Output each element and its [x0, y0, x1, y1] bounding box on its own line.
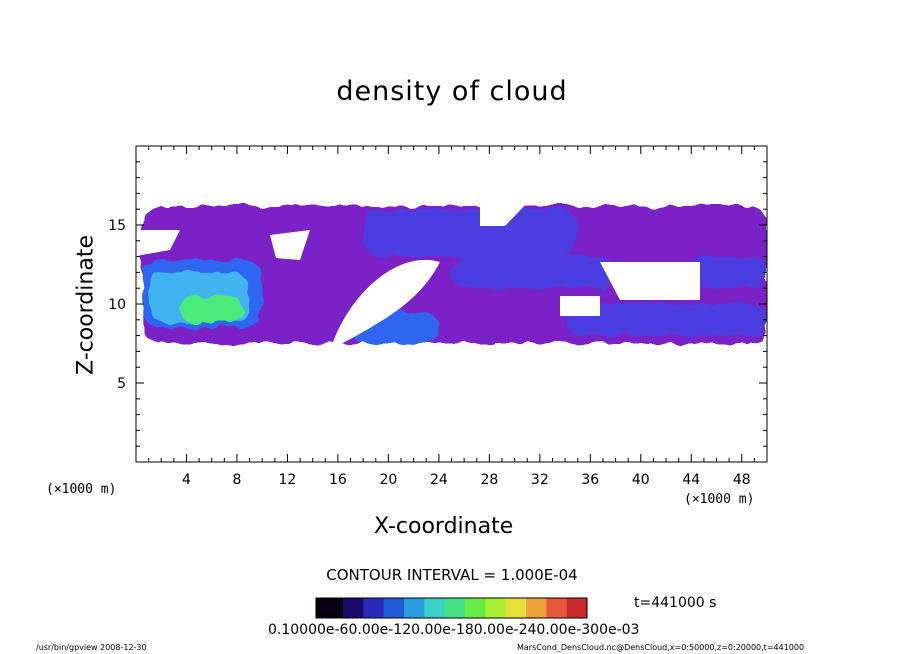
colorbar-cell: [356, 598, 364, 618]
x-tick-label: 36: [581, 472, 599, 488]
colorbar-cell: [471, 598, 480, 618]
colorbar-cell: [559, 598, 568, 618]
colorbar-labels: 0.10000e-60.00e-120.00e-180.00e-240.00e-…: [268, 622, 640, 638]
footer-left-text: /usr/bin/gpview 2008-12-30: [36, 643, 147, 652]
colorbar-cell: [383, 598, 392, 618]
y-tick-label: 10: [108, 297, 126, 313]
cloud-region-low: [565, 304, 767, 336]
colorbar-cell: [390, 598, 398, 618]
colorbar-cell: [512, 598, 520, 618]
colorbar-cell: [363, 598, 371, 618]
colorbar-cell: [573, 598, 581, 618]
colorbar-cell: [580, 598, 588, 618]
clear-gap: [136, 230, 180, 256]
colorbar-cell: [316, 598, 324, 618]
colorbar-cell: [424, 598, 432, 618]
time-label: t=441000 s: [634, 595, 717, 611]
colorbar-cell: [343, 598, 351, 618]
contour-interval-label: CONTOUR INTERVAL = 1.000E-04: [326, 566, 578, 584]
clear-gap: [270, 230, 310, 260]
colorbar-cell: [566, 598, 574, 618]
colorbar-cell: [465, 598, 473, 618]
cloud-region-low: [363, 209, 578, 257]
colorbar-cell: [539, 598, 547, 618]
colorbar-cell: [349, 598, 358, 618]
x-tick-label: 48: [733, 472, 751, 488]
colorbar-cell: [417, 598, 425, 618]
colorbar-cell: [492, 598, 500, 618]
colorbar: [315, 597, 588, 619]
colorbar-cell: [329, 598, 337, 618]
x-tick-label: 8: [232, 472, 241, 488]
colorbar-cell: [526, 598, 534, 618]
colorbar-cell: [397, 598, 405, 618]
colorbar-cell: [376, 598, 385, 618]
x-tick-label: 4: [182, 472, 191, 488]
colorbar-frame: [315, 597, 588, 619]
clear-gap: [330, 259, 440, 350]
x-tick-label: 16: [329, 472, 347, 488]
colorbar-cell: [410, 598, 419, 618]
cloud-region-low: [691, 256, 767, 289]
x-tick-label: 40: [632, 472, 650, 488]
colorbar-cell: [322, 598, 331, 618]
colorbar-cell: [404, 598, 412, 618]
clear-gap: [600, 262, 700, 300]
colorbar-cell: [519, 598, 527, 618]
x-unit-label-left: (×1000 m): [46, 482, 117, 497]
y-tick-label: 15: [108, 218, 126, 234]
colorbar-cell: [458, 598, 466, 618]
colorbar-cell: [546, 598, 554, 618]
colorbar-cell: [444, 598, 452, 618]
x-tick-label: 32: [531, 472, 549, 488]
clear-gap: [560, 296, 600, 316]
axis-ticks: [136, 146, 767, 462]
cloud-region-peak: [180, 296, 244, 323]
x-unit-label-right: (×1000 m): [684, 492, 755, 507]
colorbar-cell: [553, 598, 561, 618]
x-tick-label: 20: [379, 472, 397, 488]
colorbar-cell: [478, 598, 486, 618]
colorbar-cell: [370, 598, 378, 618]
x-tick-label: 28: [480, 472, 498, 488]
colorbar-cell: [498, 598, 507, 618]
colorbar-cell: [505, 598, 513, 618]
footer-right-text: MarsCond_DensCloud.nc@DensCloud,x=0:5000…: [517, 643, 805, 652]
clear-gap: [480, 200, 530, 226]
y-tick-label: 5: [117, 376, 126, 392]
colorbar-cell: [336, 598, 344, 618]
colorbar-cell: [485, 598, 493, 618]
x-tick-label: 44: [682, 472, 700, 488]
colorbar-cell: [532, 598, 541, 618]
colorbar-cell: [431, 598, 439, 618]
cloud-region-low: [451, 256, 616, 289]
x-tick-label: 24: [430, 472, 448, 488]
cloud-gaps: [136, 200, 700, 350]
colorbar-cell: [451, 598, 459, 618]
chart-title: density of cloud: [336, 76, 568, 107]
x-tick-label: 12: [279, 472, 297, 488]
x-axis-label: X-coordinate: [374, 514, 514, 539]
colorbar-cell: [437, 598, 446, 618]
